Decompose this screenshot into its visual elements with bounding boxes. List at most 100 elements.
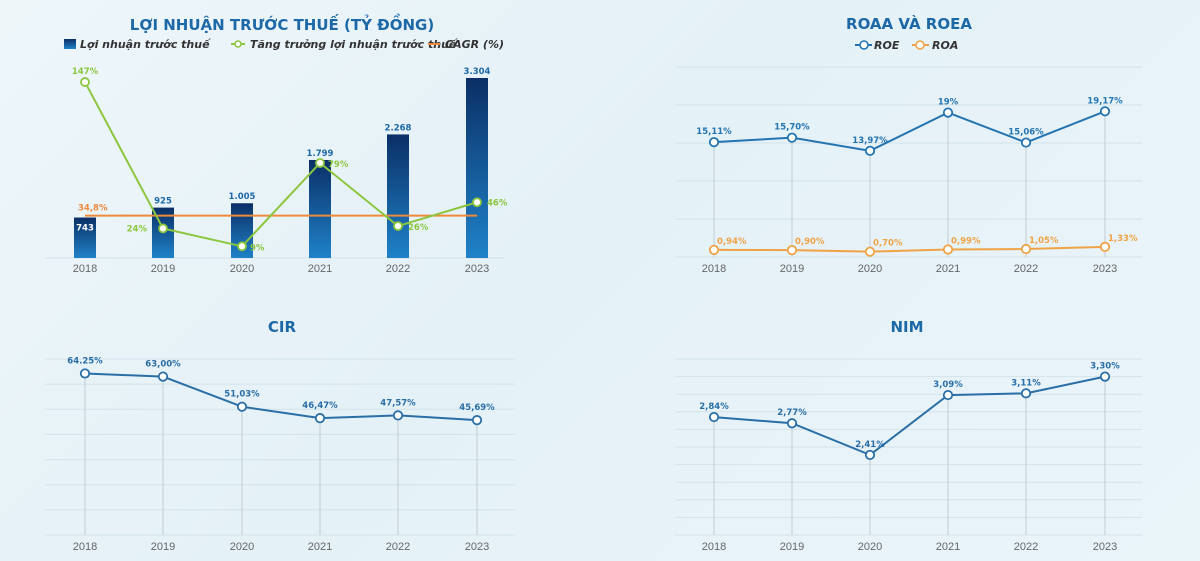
chart-title-cir: CIR	[268, 318, 297, 336]
growth-label-2021: 79%	[328, 160, 349, 170]
nim-point-2020	[864, 449, 876, 461]
chart-title-nim: NIM	[890, 318, 923, 336]
bar-label-2022: 2.268	[385, 123, 412, 133]
legend-marker-roa	[915, 40, 925, 50]
roa-point-2020	[864, 246, 876, 257]
roe-roa-x-tick-2019: 2019	[780, 263, 804, 275]
roe-roa-x-tick-2023: 2023	[1093, 263, 1117, 275]
nim-label-2020: 2,41%	[855, 440, 885, 450]
x-tick-2020: 2020	[230, 263, 254, 275]
legend-label-growth: Tăng trưởng lợi nhuận trước thuế	[250, 38, 458, 51]
bar-2021	[309, 159, 331, 258]
bar-2018	[74, 217, 96, 258]
roe-point-2021	[942, 107, 954, 118]
legend-label-roa: ROA	[932, 39, 958, 52]
roe-roa-x-tick-2022: 2022	[1014, 263, 1038, 275]
roa-label-2021: 0,99%	[951, 236, 981, 246]
roe-roa-x-tick-2020: 2020	[858, 263, 882, 275]
roe-point-2022	[1020, 137, 1032, 148]
roa-point-2023	[1099, 241, 1111, 252]
roa-label-2022: 1,05%	[1029, 236, 1059, 246]
growth-label-2020: 9%	[250, 243, 265, 253]
nim-point-2018	[708, 411, 720, 423]
roe-point-2020	[864, 145, 876, 156]
cir-point-2021	[314, 413, 326, 424]
roa-point-2021	[942, 244, 954, 255]
growth-label-2019: 24%	[127, 224, 148, 234]
legend-label-cagr: CAGR (%)	[445, 38, 504, 51]
cir-label-2020: 51,03%	[224, 390, 260, 400]
chart-title-profit: LỢI NHUẬN TRƯỚC THUẾ (TỶ ĐỒNG)	[130, 12, 434, 34]
roa-label-2018: 0,94%	[717, 237, 747, 247]
bar-label-2019: 925	[154, 197, 172, 207]
roe-point-2023	[1099, 106, 1111, 117]
nim-label-2018: 2,84%	[699, 402, 729, 412]
cir-x-tick-2019: 2019	[151, 541, 175, 553]
cir-x-tick-2023: 2023	[465, 541, 489, 553]
chart-title-roe-roa: ROAA VÀ ROEA	[846, 14, 972, 33]
bar-2023	[466, 78, 488, 258]
growth-label-2022: 26%	[408, 223, 429, 233]
roa-point-2022	[1020, 243, 1032, 255]
x-tick-2019: 2019	[151, 263, 175, 275]
nim-point-2021	[942, 389, 954, 401]
cir-label-2023: 45,69%	[459, 403, 495, 413]
nim-x-tick-2020: 2020	[858, 541, 882, 553]
nim-label-2023: 3,30%	[1090, 362, 1120, 372]
nim-label-2021: 3,09%	[933, 380, 963, 390]
x-tick-2018: 2018	[73, 263, 97, 275]
growth-point-2021	[315, 158, 325, 168]
roe-label-2020: 13,97%	[852, 136, 888, 146]
roe-label-2022: 15,06%	[1008, 128, 1044, 138]
roe-point-2019	[786, 132, 798, 143]
bar-label-2018: 743	[76, 224, 94, 234]
roe-roa-x-tick-2021: 2021	[936, 263, 960, 275]
roa-line	[713, 245, 1106, 253]
cir-label-2021: 46,47%	[302, 401, 338, 411]
cir-label-2022: 47,57%	[380, 398, 416, 408]
roe-label-2023: 19,17%	[1087, 96, 1123, 106]
growth-label-2023: 46%	[487, 198, 508, 208]
legend-profit: Lợi nhuận trước thuế Tăng trưởng lợi nhu…	[64, 38, 504, 51]
cir-point-2023	[471, 415, 483, 426]
cir-point-2020	[236, 401, 248, 412]
nim-x-tick-2019: 2019	[780, 541, 804, 553]
roa-point-2018	[708, 244, 720, 255]
bar-2022	[387, 134, 409, 258]
x-tick-2023: 2023	[465, 263, 489, 275]
cir-x-tick-2018: 2018	[73, 541, 97, 553]
cir-point-2019	[157, 371, 169, 382]
cir-point-2022	[392, 410, 404, 421]
nim-label-2019: 2,77%	[777, 408, 807, 418]
nim-label-2022: 3,11%	[1011, 378, 1041, 388]
growth-point-2020	[237, 241, 247, 252]
cir-x-tick-2021: 2021	[308, 541, 332, 553]
nim-x-tick-2021: 2021	[936, 541, 960, 553]
legend-marker-roe	[859, 40, 869, 50]
growth-label-2018: 147%	[72, 67, 99, 77]
roa-label-2019: 0,90%	[795, 237, 825, 247]
roe-line	[713, 110, 1106, 152]
legend-marker-growth	[234, 40, 242, 48]
roe-label-2019: 15,70%	[774, 123, 810, 133]
growth-point-2018	[80, 77, 90, 87]
x-tick-2021: 2021	[308, 263, 332, 275]
roa-point-2019	[786, 245, 798, 256]
cir-label-2018: 64.25%	[67, 356, 103, 366]
bar-label-2021: 1.799	[307, 149, 334, 159]
legend-swatch-bar	[64, 39, 76, 49]
bar-label-2020: 1.005	[229, 192, 256, 202]
nim-x-tick-2023: 2023	[1093, 541, 1117, 553]
roe-roa-x-tick-2018: 2018	[702, 263, 726, 275]
roa-label-2020: 0,70%	[873, 239, 903, 249]
roe-label-2021: 19%	[938, 98, 959, 108]
nim-line	[713, 375, 1106, 457]
cir-point-2018	[79, 368, 91, 379]
nim-point-2023	[1099, 371, 1111, 382]
roe-point-2018	[708, 137, 720, 148]
nim-x-tick-2018: 2018	[702, 541, 726, 553]
cagr-label: 34,8%	[78, 204, 108, 214]
nim-point-2019	[786, 418, 798, 429]
cir-label-2019: 63,00%	[145, 360, 181, 370]
